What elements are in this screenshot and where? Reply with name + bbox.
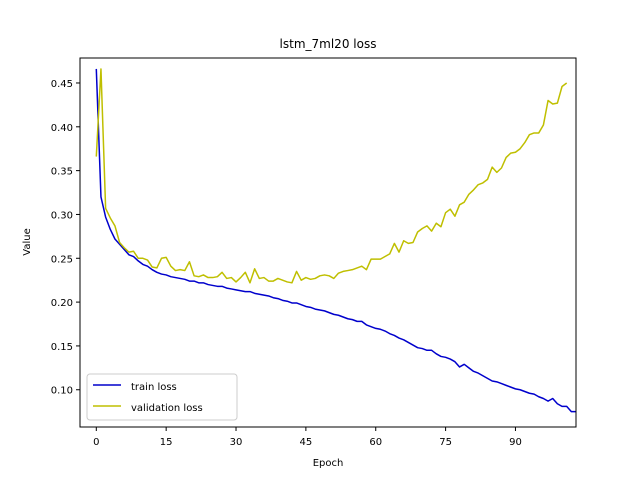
x-axis-ticks: 0 15 30 45 60 75 90 [93, 427, 522, 448]
x-axis-label: Epoch [313, 458, 344, 469]
x-tick-label: 0 [93, 437, 99, 448]
x-tick-label: 60 [369, 437, 382, 448]
x-tick-label: 90 [509, 437, 522, 448]
plot-frame [79, 57, 577, 428]
y-tick-label: 0.10 [51, 386, 73, 397]
y-tick-label: 0.45 [51, 79, 73, 90]
x-tick-label: 75 [439, 437, 452, 448]
chart-title: lstm_7ml20 loss [280, 37, 377, 51]
y-tick-label: 0.20 [51, 298, 73, 309]
legend-box [86, 373, 238, 421]
plot-lines [95, 68, 576, 413]
legend-label-validation-loss: validation loss [131, 403, 203, 414]
y-tick-label: 0.25 [51, 254, 73, 265]
series-line-train-loss [95, 68, 576, 413]
y-tick-label: 0.40 [51, 123, 73, 134]
x-tick-label: 30 [230, 437, 243, 448]
y-tick-label: 0.30 [51, 210, 73, 221]
legend: train loss validation loss [86, 373, 238, 421]
y-tick-label: 0.15 [51, 342, 73, 353]
series-line-validation-loss [95, 68, 568, 284]
x-tick-label: 45 [300, 437, 313, 448]
legend-label-train-loss: train loss [131, 382, 177, 393]
y-axis-ticks: 0.10 0.15 0.20 0.25 0.30 0.35 0.40 0.45 [51, 79, 80, 397]
y-tick-label: 0.35 [51, 167, 73, 178]
y-axis-label: Value [22, 228, 33, 255]
x-tick-label: 15 [160, 437, 173, 448]
